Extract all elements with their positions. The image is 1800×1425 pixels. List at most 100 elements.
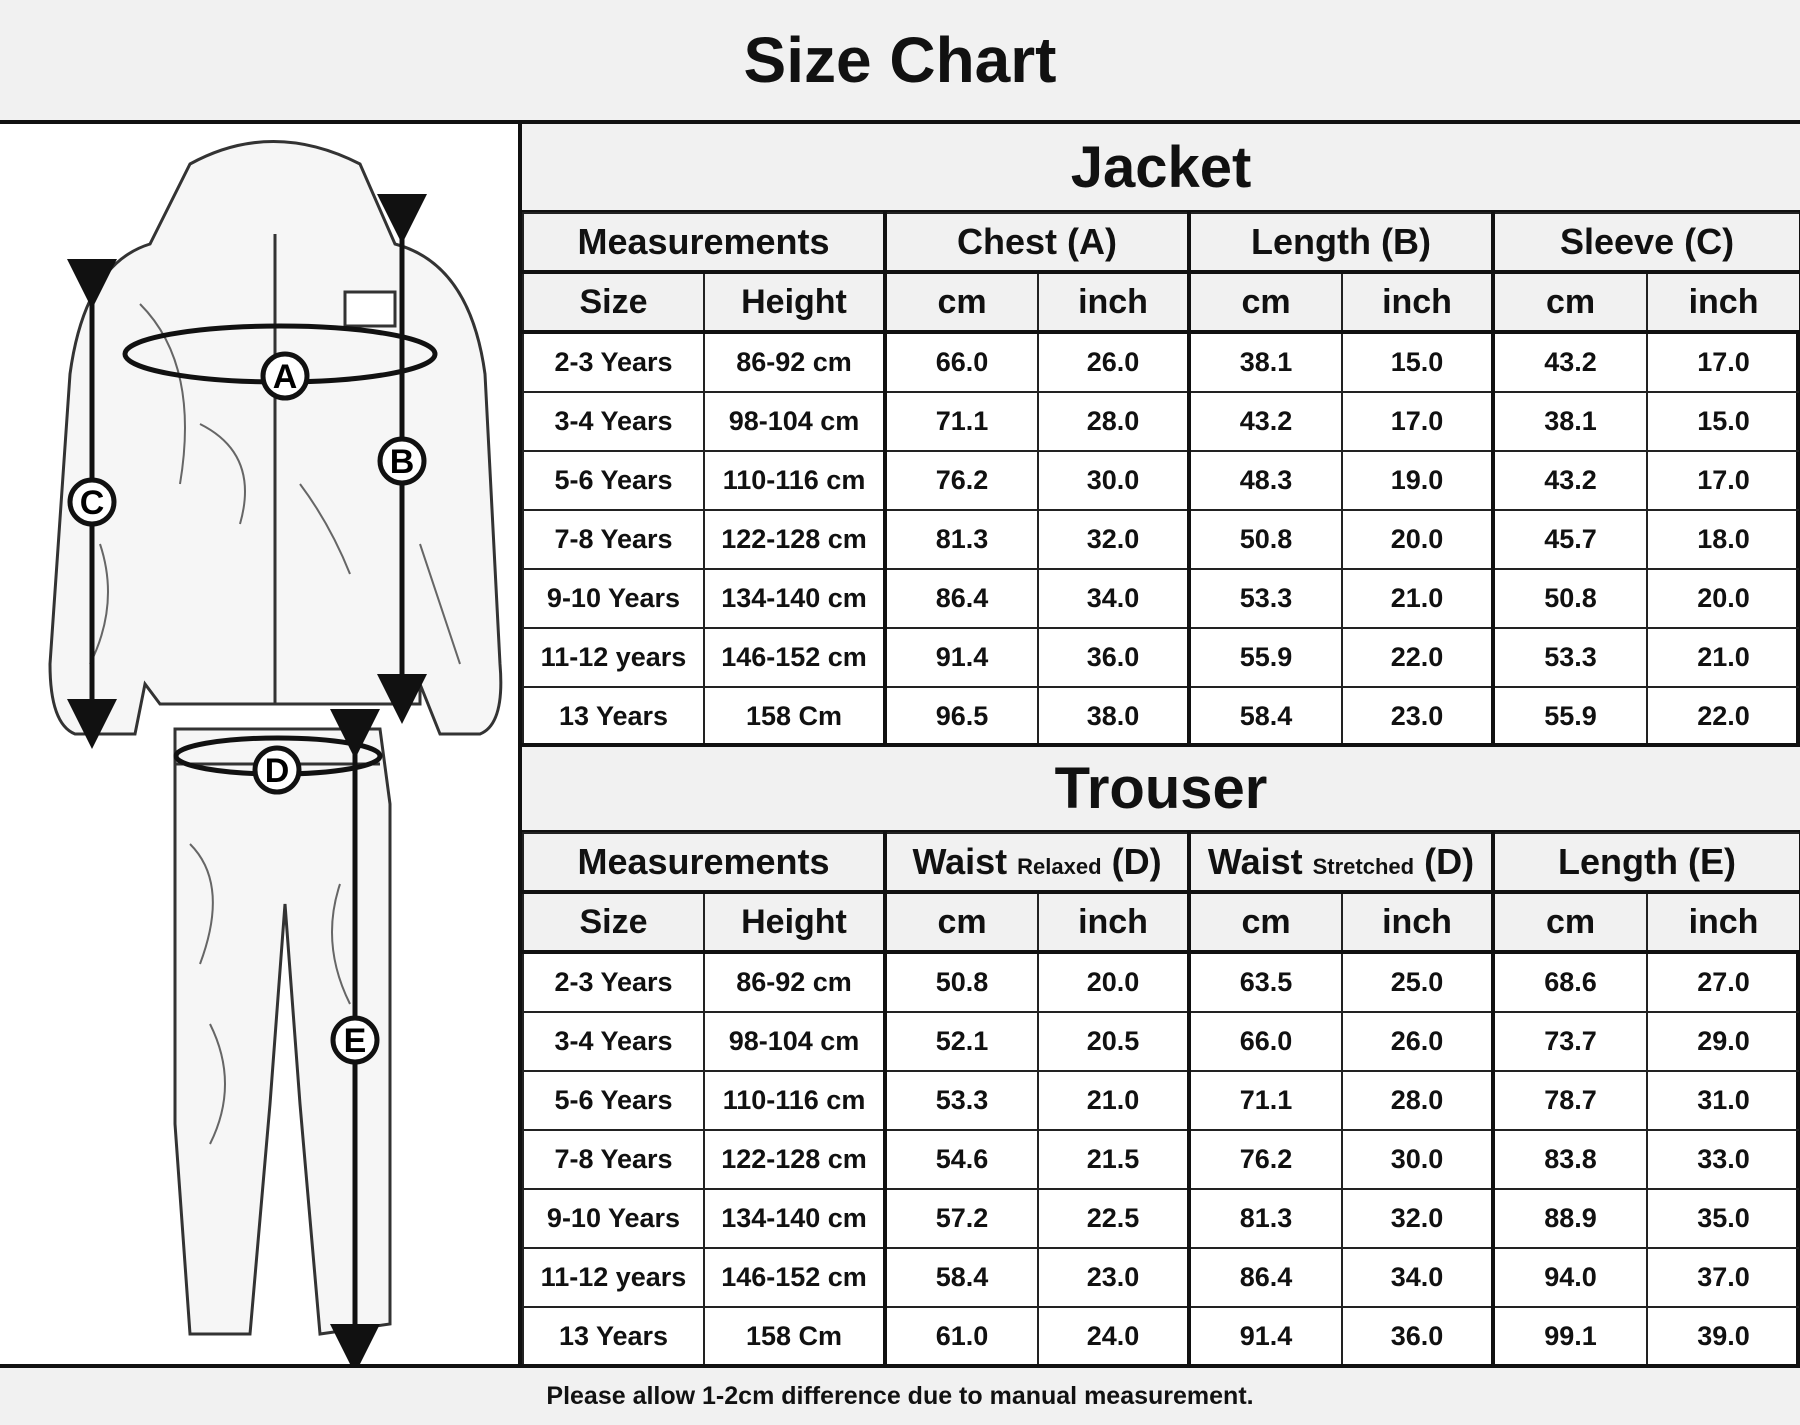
table-cell: 22.0 [1341,627,1496,688]
group-header: Measurements [521,832,888,894]
table-row: 13 Years 158 Cm 96.5 38.0 58.4 23.0 55.9 22.0 [522,686,1800,747]
table-cell: 21.0 [1037,1070,1192,1131]
table-cell: 81.3 [884,509,1040,570]
table-cell: 2-3 Years [522,951,705,1013]
table-cell: 17.0 [1646,450,1800,511]
table-cell: 110-116 cm [702,1070,888,1131]
table-cell: 81.3 [1188,1188,1344,1249]
trouser-title: Trouser [522,743,1800,834]
label-e: E [344,1022,367,1060]
table-cell: 3-4 Years [522,391,705,452]
column-header: cm [884,891,1040,954]
table-cell: 30.0 [1037,450,1192,511]
group-label: Length (E) [1558,841,1736,882]
table-row: 13 Years 158 Cm 61.0 24.0 91.4 36.0 99.1 39.0 [522,1306,1800,1367]
table-cell: 86-92 cm [702,331,888,393]
group-label: Waist [1207,841,1303,882]
table-cell: 53.3 [1188,568,1344,629]
label-b: B [390,443,415,481]
column-header: Height [702,271,888,334]
column-header: inch [1341,891,1496,954]
table-cell: 146-152 cm [702,627,888,688]
group-suffix: (D) [1424,841,1475,882]
group-qualifier: Relaxed [1017,854,1102,879]
table-cell: 61.0 [884,1306,1040,1367]
table-cell: 54.6 [884,1129,1040,1190]
table-cell: 38.1 [1188,331,1344,393]
table-cell: 39.0 [1646,1306,1800,1367]
table-row: 9-10 Years 134-140 cm 86.4 34.0 53.3 21.0 50.8… [522,568,1800,629]
table-cell: 58.4 [884,1247,1040,1308]
table-cell: 48.3 [1188,450,1344,511]
table-cell: 122-128 cm [702,509,888,570]
table-cell: 23.0 [1341,686,1496,747]
table-cell: 88.9 [1492,1188,1649,1249]
table-cell: 21.0 [1341,568,1496,629]
column-header: Height [702,891,888,954]
table-cell: 9-10 Years [522,1188,705,1249]
table-cell: 78.7 [1492,1070,1649,1131]
table-cell: 24.0 [1037,1306,1192,1367]
group-label: Waist [912,841,1008,882]
table-cell: 13 Years [522,1306,705,1367]
table-cell: 20.0 [1037,951,1192,1013]
table-cell: 50.8 [1492,568,1649,629]
unit-header-row: Size Height cm inch cm inch cm inch [522,891,1800,954]
group-header: Waist Stretched (D) [1188,832,1496,894]
table-cell: 86.4 [1188,1247,1344,1308]
table-cell: 94.0 [1492,1247,1649,1308]
table-cell: 83.8 [1492,1129,1649,1190]
table-cell: 9-10 Years [522,568,705,629]
table-cell: 91.4 [884,627,1040,688]
column-header: Size [522,891,705,954]
table-cell: 91.4 [1188,1306,1344,1367]
table-cell: 63.5 [1188,951,1344,1013]
table-cell: 73.7 [1492,1011,1649,1072]
group-header: Chest (A) [884,212,1192,274]
table-row: 5-6 Years 110-116 cm 76.2 30.0 48.3 19.0 43.2 1… [522,450,1800,511]
table-cell: 3-4 Years [522,1011,705,1072]
table-cell: 18.0 [1646,509,1800,570]
table-cell: 96.5 [884,686,1040,747]
column-header: inch [1037,271,1192,334]
table-cell: 122-128 cm [702,1129,888,1190]
table-cell: 20.5 [1037,1011,1192,1072]
table-cell: 71.1 [884,391,1040,452]
column-header: inch [1646,891,1800,954]
table-cell: 76.2 [1188,1129,1344,1190]
table-cell: 20.0 [1341,509,1496,570]
table-row: 5-6 Years 110-116 cm 53.3 21.0 71.1 28.0 78.7 3… [522,1070,1800,1131]
label-c: C [80,484,105,522]
group-header: Sleeve (C) [1492,212,1800,274]
table-cell: 22.5 [1037,1188,1192,1249]
table-cell: 66.0 [884,331,1040,393]
table-cell: 34.0 [1341,1247,1496,1308]
table-cell: 2-3 Years [522,331,705,393]
jacket-title: Jacket [522,124,1800,214]
table-cell: 11-12 years [522,627,705,688]
trouser-size-table: Measurements Waist Relaxed (D) Waist Stret… [521,832,1800,1367]
group-header: Length (E) [1492,832,1800,894]
table-cell: 21.0 [1646,627,1800,688]
table-cell: 134-140 cm [702,1188,888,1249]
table-cell: 99.1 [1492,1306,1649,1367]
tracksuit-sketch: A B C D E [48,140,503,1374]
unit-header-row: Size Height cm inch cm inch cm inch [522,271,1800,334]
table-row: 7-8 Years 122-128 cm 81.3 32.0 50.8 20.0 45.7 1… [522,509,1800,570]
table-cell: 19.0 [1341,450,1496,511]
garment-diagram: A B C D E [0,124,522,1374]
table-cell: 13 Years [522,686,705,747]
table-cell: 23.0 [1037,1247,1192,1308]
group-header: Length (B) [1188,212,1496,274]
measurement-note: Please allow 1-2cm difference due to man… [0,1364,1800,1425]
table-cell: 36.0 [1341,1306,1496,1367]
column-header: cm [884,271,1040,334]
table-cell: 26.0 [1341,1011,1496,1072]
table-cell: 86-92 cm [702,951,888,1013]
table-cell: 5-6 Years [522,450,705,511]
table-row: 11-12 years 146-152 cm 58.4 23.0 86.4 34.0 94.… [522,1247,1800,1308]
group-header: Measurements [521,212,888,274]
table-cell: 32.0 [1037,509,1192,570]
table-row: 3-4 Years 98-104 cm 52.1 20.5 66.0 26.0 73.7 29… [522,1011,1800,1072]
table-cell: 66.0 [1188,1011,1344,1072]
